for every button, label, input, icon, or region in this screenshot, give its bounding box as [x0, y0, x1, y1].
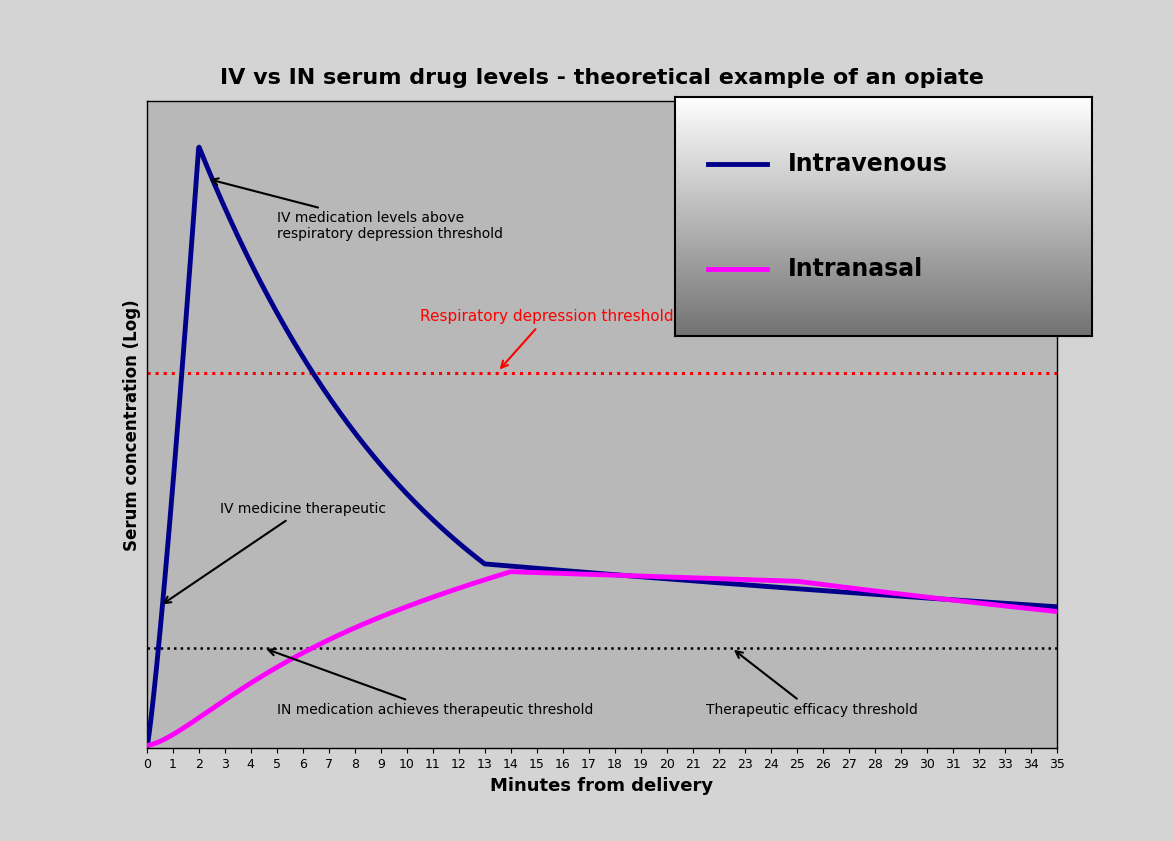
- Text: Intravenous: Intravenous: [788, 152, 947, 176]
- Title: IV vs IN serum drug levels - theoretical example of an opiate: IV vs IN serum drug levels - theoretical…: [220, 68, 984, 88]
- Y-axis label: Serum concentration (Log): Serum concentration (Log): [123, 299, 141, 551]
- Text: IV medication levels above
respiratory depression threshold: IV medication levels above respiratory d…: [211, 178, 502, 241]
- X-axis label: Minutes from delivery: Minutes from delivery: [490, 777, 714, 795]
- Text: IV medicine therapeutic: IV medicine therapeutic: [164, 502, 385, 603]
- Text: IN medication achieves therapeutic threshold: IN medication achieves therapeutic thres…: [269, 649, 593, 717]
- Text: Respiratory depression threshold: Respiratory depression threshold: [420, 309, 674, 368]
- Text: Therapeutic efficacy threshold: Therapeutic efficacy threshold: [706, 651, 918, 717]
- Text: Intranasal: Intranasal: [788, 257, 923, 281]
